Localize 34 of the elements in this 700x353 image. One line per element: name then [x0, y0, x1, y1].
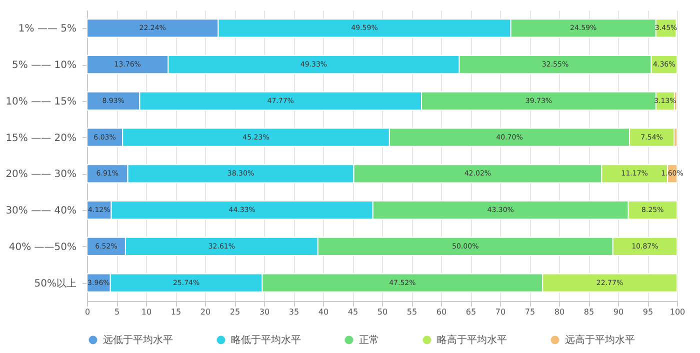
x-tick-label: 35	[288, 308, 300, 316]
x-tick-label: 5	[114, 308, 120, 316]
x-tick-label: 90	[613, 308, 624, 316]
x-tick-label: 25	[230, 308, 240, 316]
y-tick-label: 15% —— 20%	[6, 132, 76, 144]
x-tick-label: 55	[406, 308, 418, 316]
x-tick-label: 40	[318, 308, 329, 316]
x-tick-label: 85	[584, 308, 594, 316]
y-tick-label: 5% —— 10%	[12, 60, 76, 72]
legend-label: 略低于平均水平	[231, 334, 301, 346]
y-tick-label: 1% —— 5%	[18, 24, 76, 35]
x-tick-label: 50	[377, 308, 388, 316]
x-tick-label: 100	[670, 308, 686, 316]
legend-label: 远高于平均水平	[565, 334, 635, 346]
y-tick-label: 10% —— 15%	[6, 96, 76, 108]
x-tick-label: 0	[84, 308, 90, 316]
x-tick-label: 95	[642, 308, 654, 316]
y-tick-label: 30% —— 40%	[6, 206, 76, 217]
x-tick-label: 65	[466, 308, 476, 316]
y-tick-label: 20% —— 30%	[6, 169, 76, 180]
y-tick-label: 40% ——50%	[8, 242, 76, 253]
x-tick-label: 70	[495, 308, 506, 316]
x-tick-label: 10	[141, 308, 152, 316]
x-tick-label: 30	[259, 308, 270, 316]
legend-label: 正常	[359, 334, 379, 346]
x-tick-label: 75	[524, 308, 536, 316]
x-tick-label: 45	[348, 308, 358, 316]
x-tick-label: 60	[436, 308, 447, 316]
x-tick-label: 15	[170, 308, 182, 316]
x-tick-label: 20	[200, 308, 211, 316]
legend-label: 略高于平均水平	[437, 334, 507, 346]
legend-label: 远低于平均水平	[103, 334, 173, 346]
x-tick-label: 80	[554, 308, 565, 316]
y-tick-label: 50%以上	[34, 277, 76, 290]
